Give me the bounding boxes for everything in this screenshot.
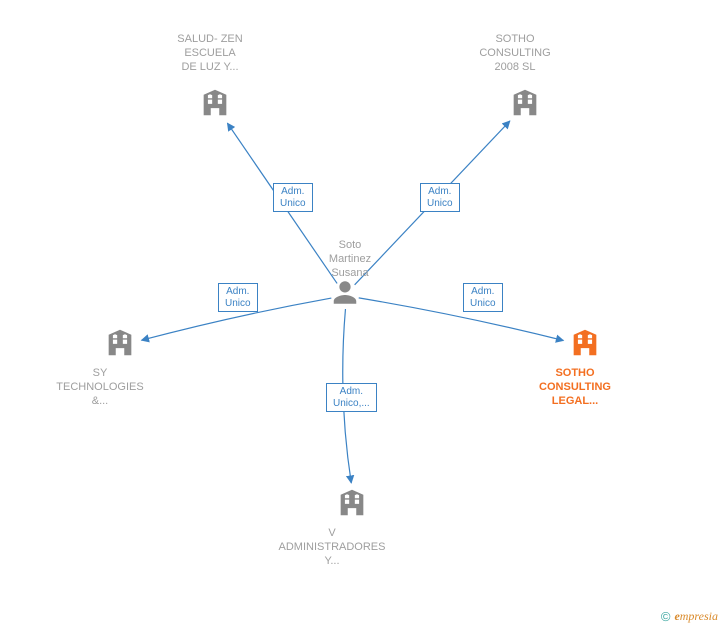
edge-label: Adm. Unico (218, 283, 258, 312)
edge (343, 309, 352, 483)
node-label: V ADMINISTRADORES Y... (262, 527, 402, 568)
edge-label: Adm. Unico (273, 183, 313, 212)
company-node (508, 86, 542, 125)
building-icon (103, 326, 137, 360)
company-node (103, 326, 137, 365)
edge (359, 298, 564, 341)
edges-layer (0, 0, 728, 630)
diagram-canvas: Soto Martinez Susana SALUD- ZEN ESCUELA D… (0, 0, 728, 630)
edge-label: Adm. Unico,... (326, 383, 377, 412)
building-icon (335, 486, 369, 520)
node-label: Soto Martinez Susana (315, 239, 385, 280)
edge-label: Adm. Unico (463, 283, 503, 312)
footer-watermark: © empresia (661, 609, 718, 624)
building-icon (198, 86, 232, 120)
company-node (198, 86, 232, 125)
edge-label: Adm. Unico (420, 183, 460, 212)
brand-name: empresia (674, 609, 718, 624)
edge (227, 123, 337, 283)
node-label: SY TECHNOLOGIES &... (43, 367, 158, 408)
copyright-symbol: © (661, 609, 671, 624)
building-icon (508, 86, 542, 120)
edge (141, 298, 331, 340)
node-label: SOTHO CONSULTING 2008 SL (465, 33, 565, 74)
node-label: SALUD- ZEN ESCUELA DE LUZ Y... (165, 33, 255, 74)
building-icon (568, 326, 602, 360)
center-person-node (330, 278, 360, 313)
person-icon (330, 278, 360, 308)
company-node (335, 486, 369, 525)
edge (355, 121, 510, 285)
company-node (568, 326, 602, 365)
node-label: SOTHO CONSULTING LEGAL... (523, 367, 628, 408)
